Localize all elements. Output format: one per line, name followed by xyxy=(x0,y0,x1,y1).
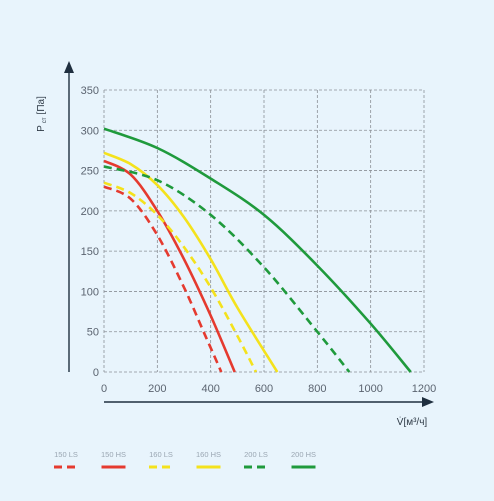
legend-label: 150 LS xyxy=(54,450,78,459)
x-tick-label: 1000 xyxy=(358,383,382,395)
series-line-160-hs xyxy=(103,151,279,373)
y-tick-label: 50 xyxy=(87,327,99,339)
series-line-150-hs xyxy=(103,159,236,373)
y-tick-label: 300 xyxy=(81,125,99,137)
y-tick-label: 250 xyxy=(81,166,99,178)
y-tick-label: 0 xyxy=(93,367,99,379)
x-tick-label: 0 xyxy=(101,383,107,395)
y-axis-label-main: P xyxy=(36,125,47,132)
y-axis-label-unit: [Па] xyxy=(36,96,47,115)
y-tick-label: 350 xyxy=(81,85,99,97)
series-line-160-ls xyxy=(103,181,258,373)
series-line-200-hs xyxy=(103,127,412,373)
y-tick-label: 150 xyxy=(81,246,99,258)
axes xyxy=(64,61,434,407)
y-tick-labels: 0 50 100 150 200 250 300 350 xyxy=(81,85,99,379)
y-tick-label: 200 xyxy=(81,206,99,218)
legend-label: 160 HS xyxy=(196,450,221,459)
legend-label: 200 HS xyxy=(291,450,316,459)
y-axis-label: Pст [Па] xyxy=(36,96,48,132)
legend-label: 150 HS xyxy=(101,450,126,459)
series-lines xyxy=(103,127,412,373)
x-tick-labels: 0 200 400 600 800 1000 1200 xyxy=(101,383,436,395)
legend: 150 LS 150 HS 160 LS 160 HS 200 LS 200 HS xyxy=(54,450,316,469)
x-tick-label: 1200 xyxy=(412,383,436,395)
x-axis-arrow xyxy=(422,397,434,407)
y-axis-arrow xyxy=(64,61,74,73)
series-line-150-ls xyxy=(103,185,223,373)
x-tick-label: 400 xyxy=(201,383,219,395)
y-axis-label-sub: ст xyxy=(42,117,48,123)
y-tick-label: 100 xyxy=(81,286,99,298)
x-axis-label: V̇[м³/ч] xyxy=(397,415,428,428)
legend-label: 160 LS xyxy=(149,450,173,459)
x-tick-label: 800 xyxy=(308,383,326,395)
series-line-200-ls xyxy=(103,165,351,373)
x-tick-label: 200 xyxy=(148,383,166,395)
x-tick-label: 600 xyxy=(255,383,273,395)
legend-label: 200 LS xyxy=(244,450,268,459)
